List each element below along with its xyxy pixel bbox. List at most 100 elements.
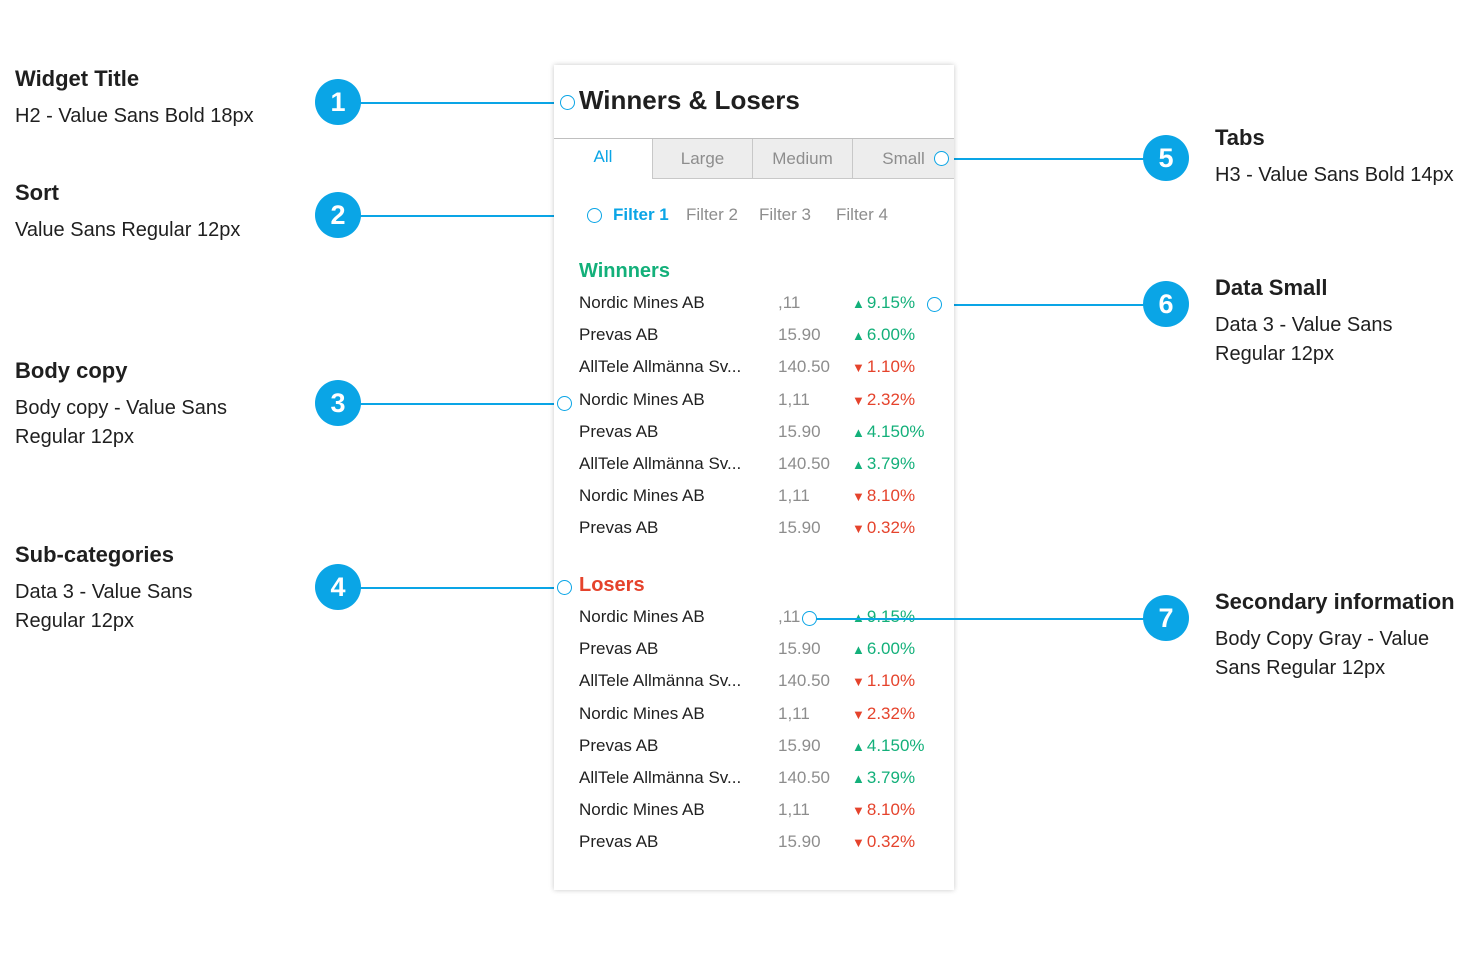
triangle-up-icon: ▲ (852, 296, 865, 311)
price-value: 1,11 (778, 389, 810, 409)
tab-medium[interactable]: Medium (752, 139, 852, 179)
list-item[interactable]: AllTele Allmänna Sv... 140.50 ▲ 3.79% (554, 454, 954, 484)
price-value: 1,11 (778, 486, 810, 506)
annotation-desc-widget-title: H2 - Value Sans Bold 18px (15, 105, 254, 127)
change-value: ▲ 4.150% (852, 422, 925, 442)
change-value: ▼ 1.10% (852, 671, 915, 691)
annotation-title-body-copy: Body copy (15, 358, 128, 383)
price-value: 15.90 (778, 639, 821, 659)
winners-heading: Winnners (579, 260, 670, 282)
list-item[interactable]: Nordic Mines AB ,11 ▲9.15% (554, 293, 954, 323)
tab-small[interactable]: Small (852, 139, 954, 179)
tab-all[interactable]: All (593, 147, 613, 166)
company-name: Nordic Mines AB (579, 703, 705, 723)
change-percent: 6.00% (866, 325, 916, 345)
company-name: Prevas AB (579, 518, 659, 538)
annotation-title-data-small: Data Small (1215, 275, 1328, 300)
filter-3[interactable]: Filter 3 (759, 205, 811, 224)
change-percent: 9.15% (866, 607, 916, 626)
change-value: ▼ 8.10% (852, 800, 915, 820)
company-name: AllTele Allmänna Sv... (579, 768, 742, 787)
list-item[interactable]: Prevas AB 15.90 ▲ 6.00% (554, 325, 954, 355)
triangle-down-icon: ▼ (852, 521, 865, 537)
company-name: Prevas AB (579, 421, 659, 441)
change-percent: 6.00% (866, 639, 916, 659)
list-item[interactable]: Prevas AB 15.90 ▼ 0.32% (554, 518, 954, 548)
list-item[interactable]: Prevas AB 15.90 ▲ 4.150% (554, 422, 954, 452)
annotation-badge-5: 5 (1143, 135, 1189, 181)
list-item[interactable]: Nordic Mines AB 1,11 ▼ 2.32% (554, 704, 954, 734)
list-item[interactable]: AllTele Allmänna Sv... 140.50 ▼ 1.10% (554, 357, 954, 387)
change-value: ▲ 3.79% (852, 454, 915, 474)
change-value: ▼ 0.32% (852, 518, 915, 538)
connector-dot-5 (934, 151, 949, 166)
annotation-title-tabs: Tabs (1215, 125, 1265, 150)
annotation-desc-tabs: H3 - Value Sans Bold 14px (1215, 164, 1454, 186)
company-name: AllTele Allmänna Sv... (579, 454, 742, 473)
annotation-desc-body-copy: Body copy - Value Sans Regular 12px (15, 397, 227, 448)
triangle-down-icon: ▼ (852, 360, 865, 376)
triangle-up-icon: ▲ (852, 457, 865, 472)
price-value: 1,11 (778, 703, 810, 723)
company-name: Nordic Mines AB (579, 486, 705, 506)
price-value: ,11 (778, 293, 801, 312)
change-percent: 2.32% (866, 389, 916, 409)
company-name: AllTele Allmänna Sv... (579, 357, 742, 377)
triangle-up-icon: ▲ (852, 771, 865, 786)
connector-line-2 (338, 215, 594, 217)
filter-1[interactable]: Filter 1 (613, 205, 669, 224)
list-item[interactable]: Prevas AB 15.90 ▲ 4.150% (554, 736, 954, 766)
list-item[interactable]: Nordic Mines AB ,11 ▲9.15% (554, 607, 954, 637)
list-item[interactable]: Prevas AB 15.90 ▼ 0.32% (554, 832, 954, 862)
list-item[interactable]: Prevas AB 15.90 ▲ 6.00% (554, 639, 954, 669)
list-item[interactable]: Nordic Mines AB 1,11 ▼ 8.10% (554, 800, 954, 830)
connector-dot-7 (802, 611, 817, 626)
change-percent: 4.150% (866, 421, 925, 441)
list-item[interactable]: Nordic Mines AB 1,11 ▼ 2.32% (554, 390, 954, 420)
annotation-badge-7: 7 (1143, 595, 1189, 641)
change-percent: 4.150% (866, 735, 925, 755)
connector-dot-6 (927, 297, 942, 312)
change-value: ▼ 2.32% (852, 390, 915, 410)
connector-dot-3 (557, 396, 572, 411)
change-percent: 0.32% (866, 832, 916, 852)
filter-4[interactable]: Filter 4 (836, 205, 888, 224)
price-value: 140.50 (778, 671, 830, 691)
change-percent: 3.79% (866, 768, 916, 787)
connector-line-5 (942, 158, 1166, 160)
price-value: 15.90 (778, 518, 821, 538)
change-value: ▲ 3.79% (852, 768, 915, 788)
company-name: Nordic Mines AB (579, 389, 705, 409)
tab-large[interactable]: Large (652, 139, 752, 179)
list-item[interactable]: AllTele Allmänna Sv... 140.50 ▲ 3.79% (554, 768, 954, 798)
company-name: Prevas AB (579, 735, 659, 755)
change-percent: 9.15% (866, 293, 916, 312)
list-item[interactable]: AllTele Allmänna Sv... 140.50 ▼ 1.10% (554, 671, 954, 701)
connector-line-6 (935, 304, 1166, 306)
company-name: Prevas AB (579, 639, 659, 659)
connector-dot-2 (587, 208, 602, 223)
annotation-desc-sub-categories: Data 3 - Value Sans Regular 12px (15, 581, 193, 632)
price-value: 15.90 (778, 421, 821, 441)
price-value: 15.90 (778, 735, 821, 755)
company-name: Nordic Mines AB (579, 293, 705, 312)
change-percent: 0.32% (866, 518, 916, 538)
list-item[interactable]: Nordic Mines AB 1,11 ▼ 8.10% (554, 486, 954, 516)
connector-dot-4 (557, 580, 572, 595)
triangle-down-icon: ▼ (852, 489, 865, 505)
change-value: ▼ 8.10% (852, 486, 915, 506)
change-percent: 8.10% (866, 486, 916, 506)
triangle-up-icon: ▲ (852, 738, 865, 754)
triangle-down-icon: ▼ (852, 392, 865, 408)
triangle-up-icon: ▲ (852, 328, 865, 344)
size-tabs: All Large Medium Small (554, 138, 954, 179)
change-value: ▼ 1.10% (852, 357, 915, 377)
triangle-up-icon: ▲ (852, 642, 865, 658)
annotation-title-sort: Sort (15, 180, 59, 205)
change-percent: 1.10% (866, 671, 916, 691)
filter-2[interactable]: Filter 2 (686, 205, 738, 224)
price-value: 15.90 (778, 325, 821, 345)
change-value: ▲ 4.150% (852, 736, 925, 756)
change-value: ▲ 6.00% (852, 325, 915, 345)
annotation-badge-3: 3 (315, 380, 361, 426)
